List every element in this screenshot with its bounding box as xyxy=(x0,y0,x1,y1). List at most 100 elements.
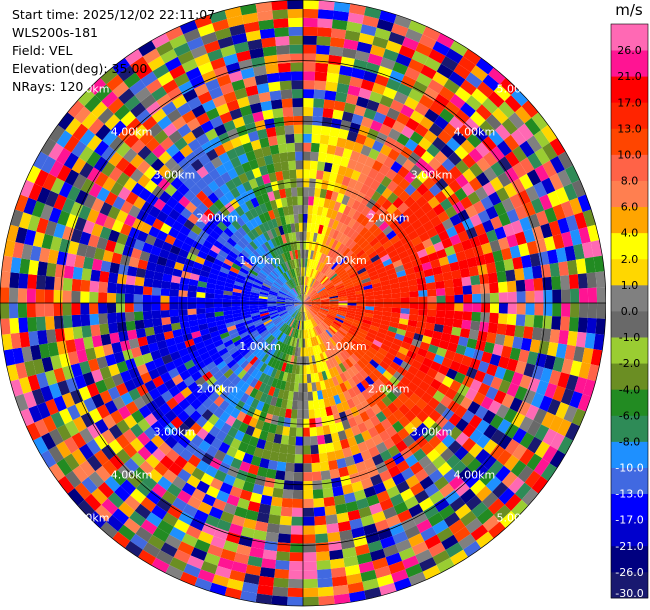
velocity-gate xyxy=(422,429,436,443)
velocity-gate xyxy=(299,303,303,312)
velocity-gate xyxy=(341,276,351,283)
velocity-gate xyxy=(561,303,571,317)
velocity-gate xyxy=(148,387,161,401)
velocity-gate xyxy=(568,274,579,289)
velocity-gate xyxy=(143,426,158,441)
velocity-gate xyxy=(226,359,237,369)
velocity-gate xyxy=(387,192,399,204)
velocity-gate xyxy=(305,267,309,277)
velocity-gate xyxy=(335,364,344,375)
velocity-gate xyxy=(458,466,474,482)
velocity-gate xyxy=(323,99,336,110)
velocity-gate xyxy=(331,322,341,330)
velocity-gate xyxy=(294,454,303,464)
velocity-gate xyxy=(420,202,433,214)
velocity-gate xyxy=(418,296,428,303)
velocity-gate xyxy=(262,317,272,324)
velocity-gate xyxy=(311,305,321,309)
velocity-gate xyxy=(549,173,564,191)
velocity-gate xyxy=(40,450,57,468)
velocity-gate xyxy=(327,531,341,543)
velocity-gate xyxy=(123,379,137,392)
velocity-gate xyxy=(534,290,544,303)
velocity-gate xyxy=(333,201,342,212)
velocity-gate xyxy=(119,340,131,352)
velocity-gate xyxy=(398,250,409,260)
velocity-gate xyxy=(197,318,208,326)
velocity-gate xyxy=(336,331,345,339)
velocity-gate xyxy=(172,357,184,368)
velocity-gate xyxy=(303,525,316,535)
velocity-gate xyxy=(304,276,308,286)
velocity-gate xyxy=(194,341,206,351)
velocity-gate xyxy=(302,303,303,312)
velocity-gate xyxy=(434,371,446,384)
velocity-gate xyxy=(423,462,438,476)
velocity-gate xyxy=(196,303,206,309)
velocity-gate xyxy=(303,258,306,268)
velocity-gate xyxy=(111,373,124,387)
velocity-gate xyxy=(428,183,442,197)
velocity-gate xyxy=(227,426,239,438)
velocity-gate xyxy=(273,479,285,490)
velocity-gate xyxy=(241,334,251,342)
colorbar-tick-label: 8.0 xyxy=(621,175,639,188)
velocity-gate xyxy=(356,299,366,303)
velocity-gate xyxy=(290,318,296,328)
velocity-gate xyxy=(307,391,314,401)
velocity-gate xyxy=(397,509,413,523)
velocity-gate xyxy=(369,91,383,104)
velocity-gate xyxy=(376,194,388,206)
velocity-gate xyxy=(291,309,298,318)
velocity-gate xyxy=(555,343,568,359)
velocity-gate xyxy=(303,454,312,464)
velocity-gate xyxy=(415,157,429,171)
velocity-gate xyxy=(408,284,419,292)
velocity-gate xyxy=(486,262,497,274)
velocity-gate xyxy=(303,89,315,99)
velocity-gate xyxy=(440,332,452,343)
velocity-gate xyxy=(335,374,344,385)
velocity-gate xyxy=(102,414,117,430)
velocity-gate xyxy=(335,91,348,103)
velocity-gate xyxy=(407,230,419,241)
velocity-gate xyxy=(481,97,499,114)
velocity-gate xyxy=(387,148,401,161)
velocity-gate xyxy=(230,438,242,450)
velocity-gate xyxy=(303,329,305,339)
velocity-gate xyxy=(122,428,137,444)
velocity-gate xyxy=(381,187,393,200)
velocity-gate xyxy=(374,27,392,41)
velocity-gate xyxy=(286,305,295,310)
velocity-gate xyxy=(165,448,180,463)
velocity-gate xyxy=(441,56,459,72)
velocity-gate xyxy=(360,216,371,227)
velocity-gate xyxy=(303,303,312,307)
velocity-gate xyxy=(247,555,263,568)
velocity-gate xyxy=(557,372,570,389)
velocity-gate xyxy=(58,408,73,425)
velocity-gate xyxy=(63,327,75,341)
velocity-gate xyxy=(357,267,367,275)
velocity-gate xyxy=(311,305,320,310)
velocity-gate xyxy=(353,58,368,71)
velocity-gate xyxy=(342,205,352,216)
velocity-gate xyxy=(283,314,291,322)
velocity-gate xyxy=(254,390,264,401)
velocity-gate xyxy=(269,326,278,335)
velocity-gate xyxy=(311,306,320,311)
velocity-gate xyxy=(296,409,303,419)
velocity-gate xyxy=(213,395,225,407)
velocity-gate xyxy=(343,225,352,236)
velocity-gate xyxy=(344,238,354,248)
velocity-gate xyxy=(354,544,370,556)
velocity-gate xyxy=(294,303,303,304)
velocity-gate xyxy=(489,176,504,192)
velocity-gate xyxy=(314,372,320,383)
velocity-gate xyxy=(375,183,387,195)
velocity-gate xyxy=(246,365,256,376)
velocity-gate xyxy=(326,387,334,398)
velocity-gate xyxy=(341,419,351,431)
velocity-gate xyxy=(364,6,382,19)
velocity-gate xyxy=(356,497,370,510)
